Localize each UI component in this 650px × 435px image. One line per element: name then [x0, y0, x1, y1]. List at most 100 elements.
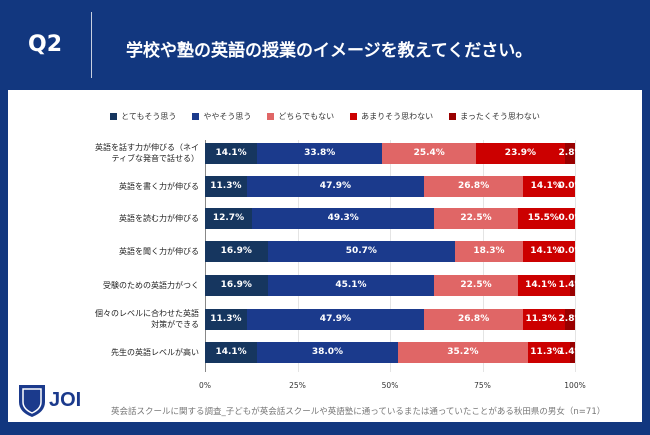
data-label: 18.3% [473, 246, 505, 256]
category-label: 先生の英語レベルが高い [111, 347, 199, 357]
bar-segment [205, 274, 268, 296]
footer-note: 英会話スクールに関する調査_子どもが英会話スクールや英語塾に通っているまたは通っ… [111, 407, 606, 417]
x-tick-label: 50% [381, 381, 399, 390]
data-label: 47.9% [319, 314, 352, 324]
bar-segment [257, 341, 398, 363]
bar-segment [569, 341, 575, 363]
data-label: 50.7% [345, 246, 377, 256]
category-label: 個々のレベルに合わせた英語 対策ができる [95, 309, 199, 329]
data-label: 16.9% [220, 280, 252, 290]
legend-label: どちらでもない [278, 112, 335, 121]
bar-segment [257, 142, 383, 164]
bar-segment [517, 274, 570, 296]
bar-segment [382, 142, 477, 164]
category-label: 英語を書く力が伸びる [119, 181, 199, 191]
data-label: 45.1% [335, 280, 367, 290]
page-title: 学校や塾の英語の授業のイメージを教えてください。 [126, 41, 533, 61]
bar-segment [205, 341, 258, 363]
gridline [575, 140, 576, 372]
legend-swatch [192, 113, 200, 120]
data-label: 15.5% [527, 213, 559, 223]
bar-segment [205, 308, 247, 330]
data-label: 0.0% [558, 246, 584, 256]
data-label: 14.1% [530, 181, 562, 191]
bar-segment [455, 240, 523, 262]
data-label: 22.5% [460, 213, 492, 223]
bar-segment [205, 240, 268, 262]
legend-item: どちらでもない [267, 111, 334, 122]
data-label: 35.2% [447, 347, 479, 357]
svg-text:JOI: JOI [49, 389, 81, 411]
data-label: 0.0% [558, 181, 584, 191]
bar-segment [476, 142, 565, 164]
data-label: 38.0% [311, 347, 344, 357]
bar-segment [251, 207, 435, 229]
divider [91, 12, 92, 78]
bar-segment [528, 341, 570, 363]
category-label: 受験のための英語力がつく [103, 280, 199, 290]
bar-segment [564, 142, 575, 164]
category-label: 英語を聞く力が伸びる [119, 246, 199, 256]
legend-label: まったくそう思わない [460, 112, 540, 121]
data-label: 33.8% [304, 148, 336, 158]
data-label: 26.8% [457, 314, 490, 324]
legend-item: あまりそう思わない [350, 111, 433, 122]
bar-segment [205, 207, 252, 229]
bar-segment [523, 308, 565, 330]
data-label: 49.3% [327, 213, 359, 223]
bar-segment [517, 207, 575, 229]
x-tick-label: 25% [289, 381, 306, 390]
data-label: 14.1% [530, 246, 562, 256]
data-label: 11.3% [530, 347, 562, 357]
data-label: 11.3% [210, 181, 242, 191]
legend-swatch [350, 113, 358, 120]
bar-segment [205, 175, 247, 197]
bar-segment [424, 175, 524, 197]
data-label: 14.1% [525, 280, 557, 290]
data-label: 2.8% [558, 148, 584, 158]
bar-segment [246, 175, 425, 197]
bar-segment [565, 308, 576, 330]
data-label: 11.3% [210, 314, 242, 324]
logo: JOI [17, 382, 107, 422]
data-label: 22.5% [460, 280, 492, 290]
data-label: 16.9% [220, 246, 252, 256]
legend-label: ややそう思う [203, 112, 252, 121]
question-number: Q2 [28, 32, 63, 57]
legend-swatch [110, 113, 118, 120]
data-label: 1.4% [558, 280, 584, 290]
bar-segment [424, 308, 524, 330]
bar-segment [267, 274, 435, 296]
data-label: 0.0% [558, 213, 584, 223]
legend-label: あまりそう思わない [361, 112, 434, 121]
bar-segment [569, 274, 575, 296]
x-tick-label: 100% [564, 381, 586, 390]
legend-item: とてもそう思う [110, 111, 176, 122]
legend-item: まったくそう思わない [449, 111, 540, 122]
legend-swatch [449, 113, 457, 120]
data-label: 14.1% [215, 347, 247, 357]
bar-segment [246, 308, 425, 330]
bar-segment [522, 240, 575, 262]
data-label: 25.4% [413, 148, 445, 158]
category-label: 英語を話す力が伸びる（ネイ ティブな発音で話せる） [95, 143, 199, 163]
bar-segment [397, 341, 528, 363]
legend-swatch [267, 113, 275, 120]
data-label: 11.3% [525, 314, 557, 324]
data-label: 14.1% [215, 148, 247, 158]
bar-segment [523, 175, 576, 197]
data-label: 23.9% [504, 148, 537, 158]
bar-segment [205, 142, 258, 164]
x-tick-label: 75% [474, 381, 491, 390]
bar-segment [434, 274, 518, 296]
data-label: 47.9% [319, 181, 352, 191]
category-label: 英語を読む力が伸びる [119, 213, 199, 223]
data-label: 12.7% [212, 213, 245, 223]
bar-segment [267, 240, 456, 262]
data-label: 2.8% [558, 314, 584, 324]
bar-segment [434, 207, 518, 229]
data-label: 26.8% [457, 181, 490, 191]
data-label: 1.4% [558, 347, 584, 357]
x-tick-label: 0% [199, 381, 211, 390]
legend: とてもそう思う ややそう思う どちらでもない あまりそう思わない まったくそう思わない [0, 111, 650, 122]
